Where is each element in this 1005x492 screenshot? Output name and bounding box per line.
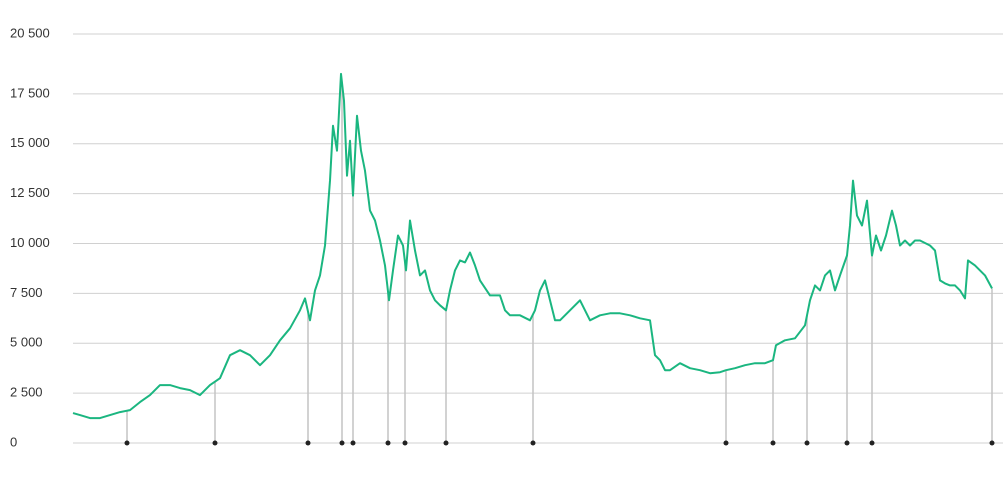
event-dot (350, 440, 356, 446)
y-tick-label: 7 500 (10, 285, 43, 300)
event-dot (770, 440, 776, 446)
event-dot (402, 440, 408, 446)
y-tick-label: 5 000 (10, 335, 43, 350)
y-tick-label: 0 (10, 434, 17, 449)
price-line (72, 72, 993, 420)
event-dot (124, 440, 130, 446)
y-tick-label: 15 000 (10, 135, 50, 150)
event-dot (212, 440, 218, 446)
event-dot (989, 440, 995, 446)
event-dot (844, 440, 850, 446)
event-dot (443, 440, 449, 446)
event-dot (305, 440, 311, 446)
y-tick-label: 20 500 (10, 25, 50, 40)
y-tick-label: 2 500 (10, 385, 43, 400)
event-dot (723, 440, 729, 446)
event-dot (804, 440, 810, 446)
event-dot (869, 440, 875, 446)
event-dot (530, 440, 536, 446)
event-dot (385, 440, 391, 446)
y-tick-label: 17 500 (10, 85, 50, 100)
event-dot (339, 440, 345, 446)
y-tick-label: 12 500 (10, 185, 50, 200)
y-tick-label: 10 000 (10, 235, 50, 250)
